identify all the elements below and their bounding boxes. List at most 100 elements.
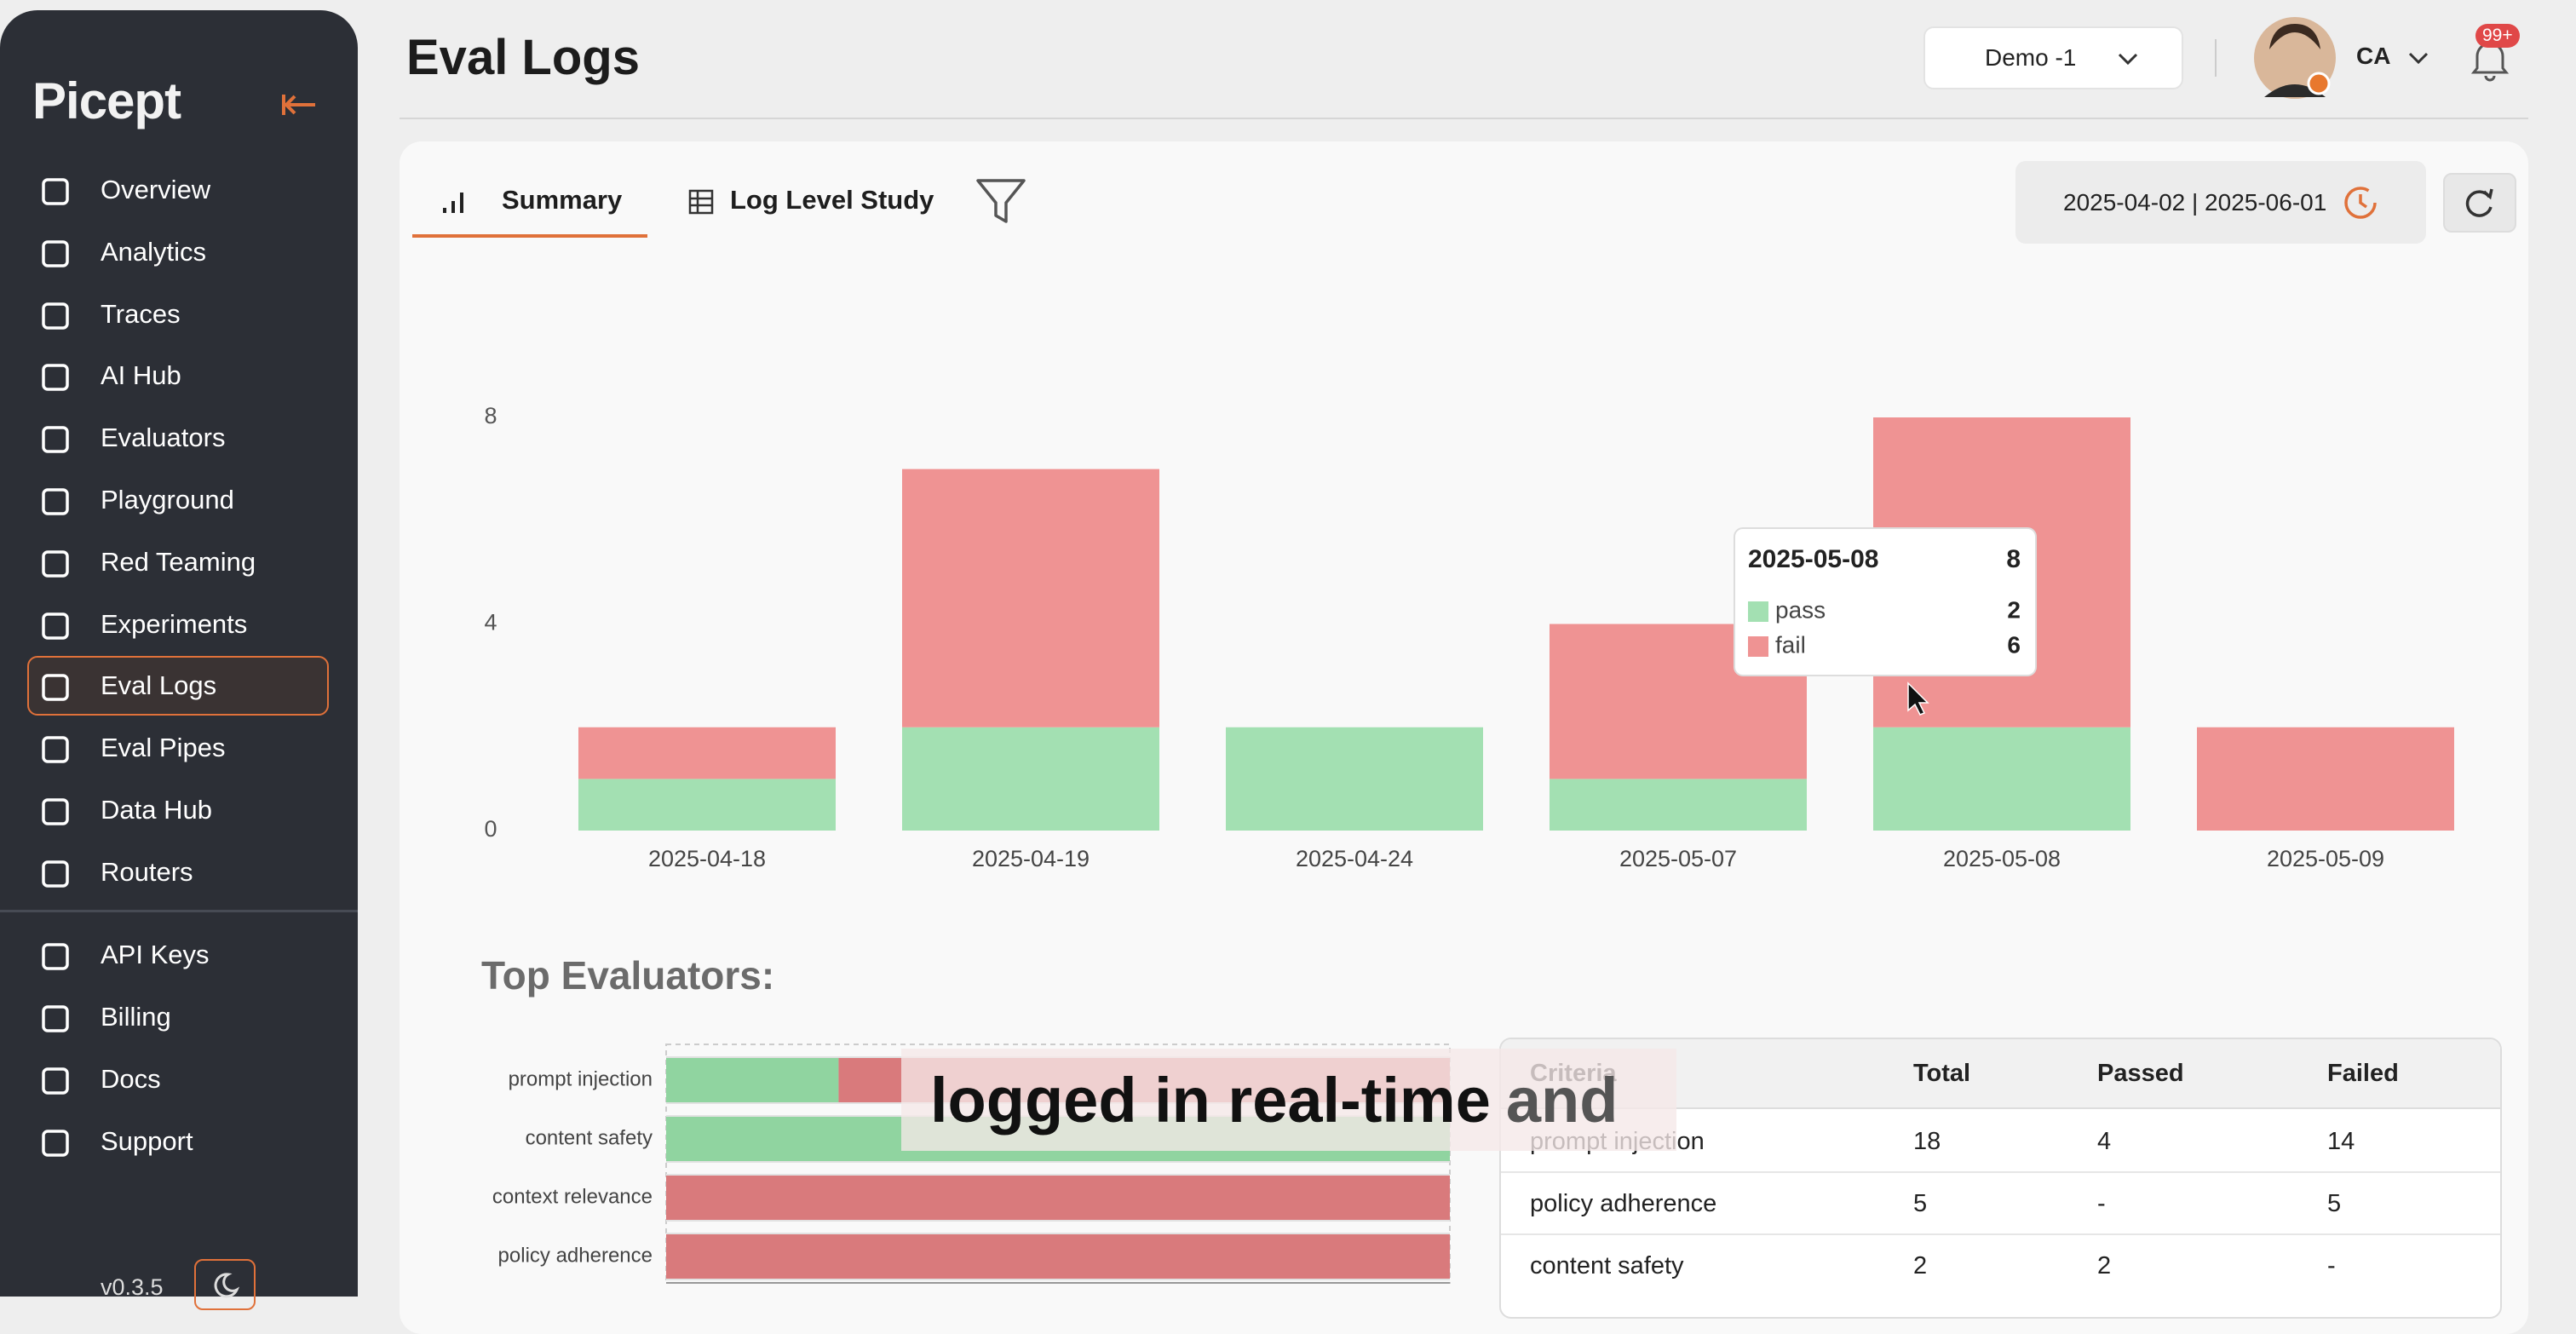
nav-icon — [42, 1067, 69, 1095]
tooltip-series: pass — [1775, 596, 1826, 623]
icon-shape — [42, 674, 69, 702]
x-tick-label: 2025-04-18 — [648, 846, 766, 871]
table-cell: 5 — [2327, 1190, 2342, 1217]
clock-icon — [2344, 187, 2377, 219]
tooltip-total: 8 — [2006, 545, 2021, 573]
bar-icon — [443, 193, 463, 213]
nav-label: Traces — [101, 298, 181, 329]
workspace-select[interactable]: Demo -1 — [1923, 26, 2183, 89]
nav-label: Overview — [101, 175, 211, 204]
nav-icon — [42, 550, 69, 578]
nav-item[interactable]: Data Hub — [27, 780, 329, 840]
icon-shape — [42, 736, 69, 763]
x-tick-label: 2025-05-07 — [1619, 846, 1737, 871]
x-tick-label: 2025-05-09 — [2267, 846, 2384, 871]
version: v0.3.5 — [101, 1274, 164, 1300]
bar-segment — [902, 469, 1159, 727]
table-header-cell: Failed — [2327, 1060, 2399, 1087]
nav-icon — [42, 1130, 69, 1157]
plot-frame — [665, 1044, 1451, 1284]
y-tick-label: prompt injection — [509, 1067, 653, 1090]
y-tick-label: 0 — [484, 816, 497, 842]
table-cell: 2 — [2097, 1252, 2112, 1279]
video-caption: logged in real-time and — [901, 1049, 1676, 1151]
nav-item[interactable]: Docs — [27, 1049, 329, 1109]
nav-item[interactable]: Red Teaming — [27, 532, 329, 592]
workspace-name: Demo -1 — [1985, 44, 2077, 71]
table-icon — [688, 189, 714, 215]
bar-segment — [1226, 727, 1483, 831]
date-range[interactable]: 2025-04-02 | 2025-06-01 — [2015, 161, 2426, 244]
nav-icon — [42, 488, 69, 515]
nav-icon — [42, 798, 69, 825]
nav-item[interactable]: Traces — [27, 285, 329, 344]
nav-item[interactable]: AI Hub — [27, 346, 329, 405]
nav-icon — [42, 178, 69, 205]
nav-icon — [42, 612, 69, 640]
nav-label: Playground — [101, 485, 234, 515]
app: Picept v0.3.5 Overview Analytics Traces AI … — [0, 10, 2528, 1334]
tab-summary[interactable]: Summary — [502, 185, 623, 215]
page-title: Eval Logs — [406, 30, 640, 85]
nav-item[interactable]: Eval Pipes — [27, 718, 329, 778]
page: Eval Logs { "sidebar": { "logo": "Picept… — [0, 10, 2528, 1334]
nav-item[interactable]: Billing — [27, 987, 329, 1047]
filter-icon[interactable] — [975, 175, 1027, 227]
table-header-cell: Passed — [2097, 1060, 2184, 1087]
row-divider — [1501, 1171, 2500, 1173]
nav-item[interactable]: Experiments — [27, 595, 329, 654]
nav-label: Routers — [101, 856, 193, 887]
table-cell: 18 — [1913, 1128, 1941, 1155]
y-tick-label: 4 — [484, 610, 497, 635]
nav-label: Experiments — [101, 608, 248, 639]
tooltip — [1734, 527, 2037, 676]
header-separator — [2215, 39, 2217, 77]
nav-item[interactable]: Support — [27, 1112, 329, 1171]
bar-segment — [666, 1234, 1450, 1279]
avatar[interactable] — [2252, 15, 2337, 101]
nav-icon — [42, 860, 69, 888]
nav-icon — [42, 1005, 69, 1032]
tooltip-swatch — [1748, 601, 1768, 622]
nav-item[interactable]: API Keys — [27, 925, 329, 985]
nav-label: API Keys — [101, 940, 210, 969]
nav-item[interactable]: Routers — [27, 842, 329, 902]
nav-icon — [42, 302, 69, 330]
bar-segment — [2197, 727, 2454, 831]
nav-label: Eval Logs — [101, 670, 217, 701]
refresh-button[interactable] — [2443, 173, 2516, 233]
chevron[interactable] — [2407, 49, 2429, 66]
icon-shape — [42, 943, 69, 970]
y-tick-label: context relevance — [492, 1185, 653, 1208]
icon-shape — [42, 426, 69, 453]
nav-item[interactable]: Playground — [27, 470, 329, 530]
table-cell: 4 — [2097, 1128, 2112, 1155]
nav-icon — [42, 426, 69, 453]
caption-text: logged in real-time — [930, 1064, 1491, 1136]
bar-segment — [902, 727, 1159, 831]
nav-label: AI Hub — [101, 360, 181, 391]
nav-item[interactable]: Overview — [27, 160, 329, 220]
tooltip-value: 6 — [2007, 631, 2021, 658]
nav-icon — [42, 674, 69, 702]
icon-shape — [42, 1067, 69, 1095]
cursor — [1907, 681, 1929, 716]
user-initials[interactable]: CA — [2356, 43, 2391, 69]
x-tick-label: 2025-04-19 — [972, 846, 1090, 871]
nav-item[interactable]: Analytics — [27, 222, 329, 282]
refresh-icon — [2465, 188, 2493, 217]
tab-log-level[interactable]: Log Level Study — [730, 185, 934, 215]
nav-label: Analytics — [101, 236, 207, 267]
chevron — [2118, 53, 2138, 66]
sidebar-divider — [0, 910, 358, 912]
bar-segment — [578, 727, 836, 779]
nav-icon — [42, 240, 69, 267]
nav-item[interactable]: Eval Logs — [27, 656, 329, 716]
notification-badge: 99+ — [2475, 24, 2520, 48]
icon-shape — [42, 364, 69, 392]
collapse-icon[interactable] — [281, 92, 319, 118]
tooltip-series: fail — [1775, 631, 1806, 658]
nav-item[interactable]: Evaluators — [27, 408, 329, 468]
nav-label: Docs — [101, 1064, 161, 1094]
table-header-cell: Total — [1913, 1060, 1971, 1087]
